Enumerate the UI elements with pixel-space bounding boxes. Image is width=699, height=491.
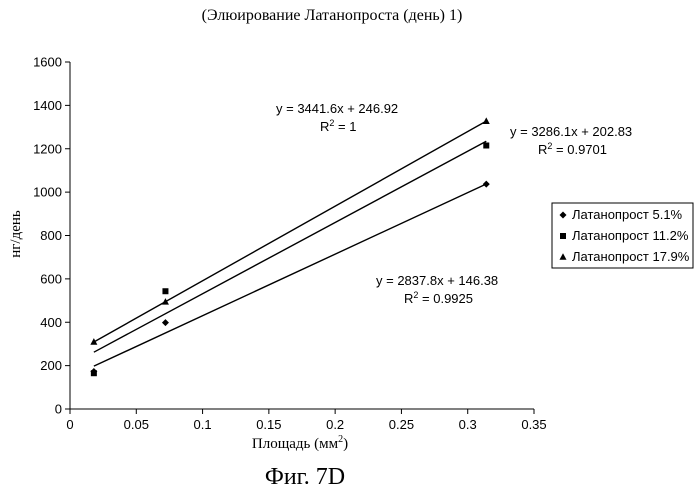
y-tick-label: 800	[40, 228, 62, 243]
data-point-51	[483, 181, 490, 188]
y-tick-label: 200	[40, 358, 62, 373]
x-axis-label-main: Площадь (мм	[252, 436, 339, 452]
chart-title: (Элюирование Латанопроста (день) 1)	[202, 7, 463, 24]
x-axis-label: Площадь (мм2)	[252, 434, 348, 452]
trend-annotation-112: y = 3286.1x + 202.83 R2 = 0.9701	[510, 124, 632, 157]
data-point-112	[162, 288, 168, 294]
data-point-112	[483, 142, 489, 148]
y-tick-label: 1000	[33, 185, 62, 200]
trend-equation-51: y = 2837.8x + 146.38	[376, 273, 498, 288]
x-tick-label: 0.15	[256, 417, 281, 432]
y-axis-label: нг/день	[8, 210, 24, 258]
x-tick-label: 0.25	[389, 417, 414, 432]
legend: Латанопрост 5.1% Латанопрост 11.2% Латан…	[552, 203, 693, 268]
data-point-179	[162, 298, 169, 305]
data-point-112	[91, 370, 97, 376]
trend-r2-179: R2 = 1	[320, 118, 356, 134]
figure-caption: Фиг. 7D	[265, 464, 345, 490]
trend-annotation-179: y = 3441.6x + 246.92 R2 = 1	[276, 101, 398, 134]
data-point-51	[162, 319, 169, 326]
x-axis-label-end: )	[343, 436, 348, 452]
data-point-179	[90, 338, 97, 345]
trend-r2-112: R2 = 0.9701	[538, 141, 607, 157]
legend-marker-112	[560, 233, 566, 239]
x-tick-label: 0	[66, 417, 73, 432]
x-tick-label: 0.35	[521, 417, 546, 432]
y-tick-label: 1400	[33, 98, 62, 113]
x-tick-label: 0.3	[459, 417, 477, 432]
trend-annotation-51: y = 2837.8x + 146.38 R2 = 0.9925	[376, 273, 498, 306]
trendline-112	[94, 141, 486, 352]
y-tick-label: 0	[55, 402, 62, 417]
trendlines	[94, 121, 486, 366]
legend-label-51: Латанопрост 5.1%	[572, 207, 683, 222]
y-tick-label: 1600	[33, 55, 62, 70]
x-tick-label: 0.05	[124, 417, 149, 432]
legend-label-112: Латанопрост 11.2%	[572, 228, 689, 243]
trend-r2-51: R2 = 0.9925	[404, 290, 473, 306]
data-point-179	[483, 117, 490, 124]
y-tick-label: 600	[40, 271, 62, 286]
x-tick-label: 0.1	[194, 417, 212, 432]
x-tick-label: 0.2	[326, 417, 344, 432]
trendline-179	[94, 121, 486, 342]
legend-label-179: Латанопрост 17.9%	[572, 249, 690, 264]
trend-equation-179: y = 3441.6x + 246.92	[276, 101, 398, 116]
trend-equation-112: y = 3286.1x + 202.83	[510, 124, 632, 139]
y-tick-label: 1200	[33, 141, 62, 156]
y-tick-label: 400	[40, 315, 62, 330]
